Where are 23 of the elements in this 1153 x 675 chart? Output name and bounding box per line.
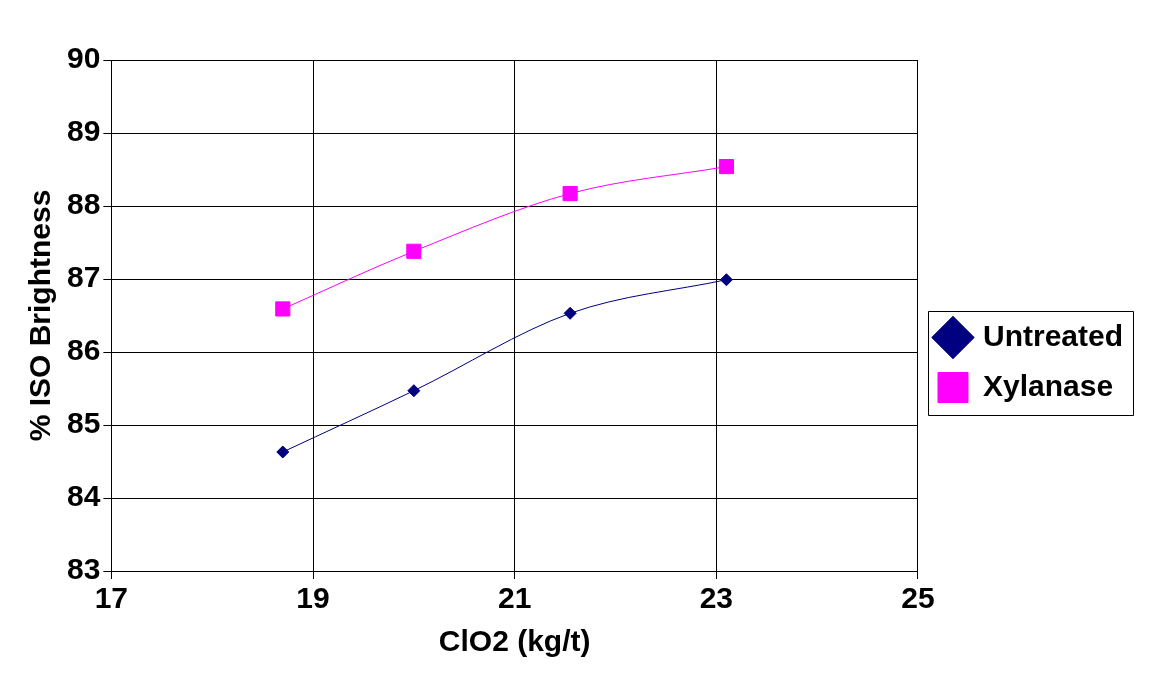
y-tick-label: 84	[66, 479, 101, 513]
y-tick-label: 87	[66, 260, 101, 294]
legend-label: Untreated	[982, 318, 1124, 352]
point	[563, 306, 577, 320]
point	[406, 243, 422, 259]
x-tick-label: 25	[901, 581, 935, 615]
point	[562, 186, 578, 202]
y-tick-label: 88	[66, 187, 101, 221]
point	[718, 159, 734, 175]
x-tick-label: 19	[296, 581, 330, 615]
legend-label: Xylanase	[982, 368, 1114, 402]
y-tick-label: 89	[66, 114, 101, 148]
point	[407, 384, 421, 398]
point	[275, 301, 291, 317]
x-tick-label: 21	[497, 581, 532, 615]
y-tick-label: 90	[66, 41, 101, 75]
y-tick-label: 86	[66, 333, 101, 367]
point	[719, 273, 733, 287]
x-axis-title: ClO2 (kg/t)	[438, 624, 591, 658]
point	[276, 445, 290, 459]
y-axis-title: % ISO Brightness	[23, 189, 57, 442]
x-tick-label: 23	[699, 581, 734, 615]
y-tick-label: 85	[66, 406, 101, 440]
